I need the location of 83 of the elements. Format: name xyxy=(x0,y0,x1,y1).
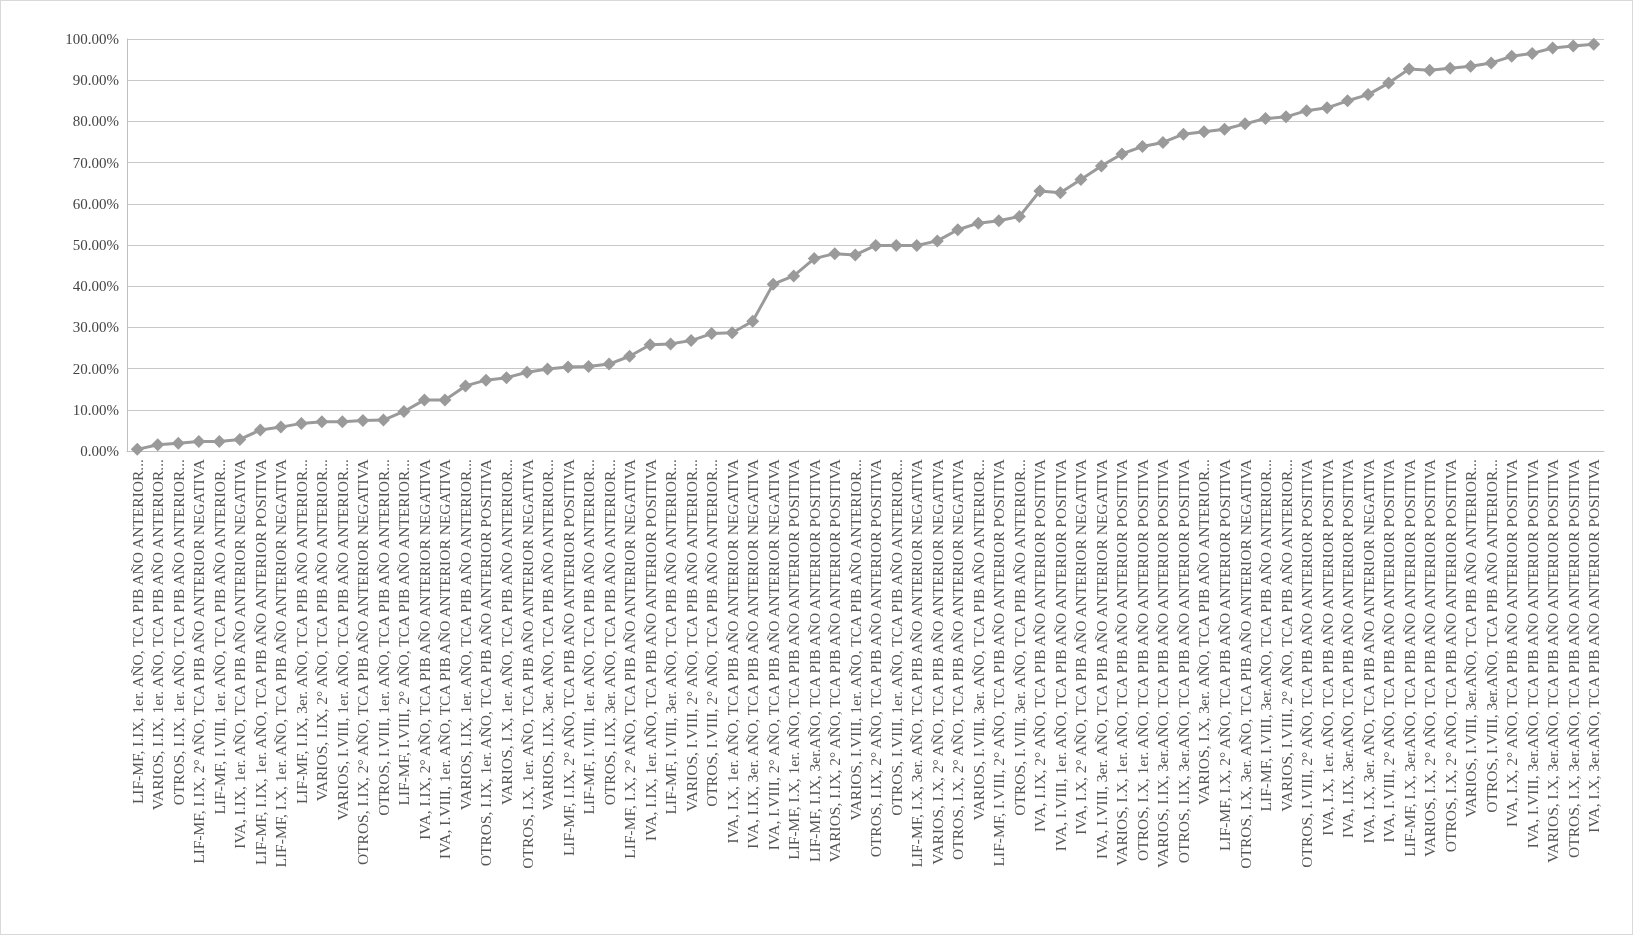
x-tick-label: IVA, I.IX, 3er.AÑO, TCA PIB AÑO ANTERIOR POSITIVA xyxy=(1339,458,1357,838)
x-tick-label: OTROS, I.X, 2° AÑO, TCA PIB AÑO ANTERIOR NEGATIVA xyxy=(949,458,967,860)
x-tick-label: OTROS, I.X, 2° AÑO, TCA PIB AÑO ANTERIOR POSITIVA xyxy=(1441,458,1459,853)
x-tick-label: VARIOS, I.IX, 2° AÑO, TCA PIB AÑO ANTERIOR... xyxy=(313,459,331,802)
x-tick-label: LIF-MF, I.VIII, 1er. AÑO, TCA PIB AÑO ANTERIOR... xyxy=(210,459,228,815)
x-tick-label: LIF-MF, I.VIII, 3er. AÑO, TCA PIB AÑO ANTERIOR... xyxy=(662,459,680,815)
x-tick-label: VARIOS, I.X, 1er. AÑO, TCA PIB AÑO ANTERIOR... xyxy=(498,459,516,806)
x-tick-label: VARIOS, I.X, 3er. AÑO, TCA PIB AÑO ANTERIOR... xyxy=(1195,459,1213,806)
x-tick-label: LIF-MF, I.VIII, 3er.AÑO, TCA PIB AÑO ANTERIOR... xyxy=(1257,459,1275,812)
x-tick-label: IVA, I.IX, 2° AÑO, TCA PIB AÑO ANTERIOR POSITIVA xyxy=(1031,458,1049,833)
x-tick-label: LIF-MF, I.X, 1er. AÑO, TCA PIB AÑO ANTERIOR NEGATIVA xyxy=(272,458,290,868)
y-tick-label: 20.00% xyxy=(72,360,119,377)
x-tick-label: OTROS, I.X, 1er. AÑO, TCA PIB AÑO ANTERIOR POSITIVA xyxy=(1133,458,1151,862)
x-tick-label: LIF-MF, I.IX, 3er. AÑO, TCA PIB AÑO ANTERIOR... xyxy=(292,459,310,805)
x-tick-label: VARIOS, I.VIII, 1er. AÑO, TCA PIB AÑO ANTERIOR... xyxy=(846,459,864,821)
x-tick-label: IVA, I.X, 1er. AÑO, TCA PIB AÑO ANTERIOR NEGATIVA xyxy=(723,458,741,844)
x-tick-label: VARIOS, I.X, 2° AÑO, TCA PIB AÑO ANTERIOR NEGATIVA xyxy=(928,458,946,865)
x-tick-label: LIF-MF, I.X, 2° AÑO, TCA PIB AÑO ANTERIOR NEGATIVA xyxy=(621,458,639,859)
x-tick-label: IVA, I.X, 2° AÑO, TCA PIB AÑO ANTERIOR POSITIVA xyxy=(1503,458,1521,827)
y-tick-label: 90.00% xyxy=(72,72,119,89)
x-tick-label: OTROS, I.IX, 2° AÑO, TCA PIB AÑO ANTERIOR POSITIVA xyxy=(867,458,885,858)
x-tick-label: VARIOS, I.VIII, 1er. AÑO, TCA PIB AÑO ANTERIOR... xyxy=(333,459,351,821)
x-tick-label: OTROS, I.IX, 3er. AÑO, TCA PIB AÑO ANTERIOR... xyxy=(600,459,618,806)
y-tick-label: 30.00% xyxy=(72,319,119,336)
x-tick-label: LIF-MF, I.VIII, 2° AÑO, TCA PIB AÑO ANTERIOR POSITIVA xyxy=(990,458,1008,867)
x-tick-label: IVA, I.IX, 1er. AÑO, TCA PIB AÑO ANTERIOR NEGATIVA xyxy=(231,458,249,849)
x-tick-label: VARIOS, I.VIII, 2° AÑO, TCA PIB AÑO ANTERIOR... xyxy=(1277,459,1295,812)
y-tick-label: 50.00% xyxy=(72,237,119,253)
x-tick-label: VARIOS, I.IX, 2° AÑO, TCA PIB AÑO ANTERIOR POSITIVA xyxy=(826,458,844,863)
x-tick-label: IVA, I.VIII, 3er.AÑO, TCA PIB AÑO ANTERIOR POSITIVA xyxy=(1523,458,1541,849)
x-tick-label: IVA, I.VIII, 1er. AÑO, TCA PIB AÑO ANTERIOR POSITIVA xyxy=(1051,458,1069,852)
y-tick-label: 0.00% xyxy=(80,443,119,459)
x-tick-label: LIF-MF, I.IX, 2° AÑO, TCA PIB AÑO ANTERIOR POSITIVA xyxy=(559,458,577,857)
x-tick-label: VARIOS, I.IX, 1er. AÑO, TCA PIB AÑO ANTERIOR... xyxy=(456,459,474,811)
x-tick-label: VARIOS, I.VIII, 3er. AÑO, TCA PIB AÑO ANTERIOR... xyxy=(969,459,987,821)
x-tick-label: OTROS, I.VIII, 1er. AÑO, TCA PIB AÑO ANTERIOR... xyxy=(887,459,905,816)
x-tick-label: VARIOS, I.IX, 3er. AÑO, TCA PIB AÑO ANTERIOR... xyxy=(539,459,557,811)
y-tick-label: 10.00% xyxy=(72,401,119,418)
x-tick-label: IVA, I.IX, 3er. AÑO, TCA PIB AÑO ANTERIOR NEGATIVA xyxy=(744,458,762,849)
x-tick-label: IVA, I.X, 1er. AÑO, TCA PIB AÑO ANTERIOR POSITIVA xyxy=(1318,458,1336,836)
x-tick-label: OTROS, I.IX, 1er. AÑO, TCA PIB AÑO ANTERIOR POSITIVA xyxy=(477,458,495,867)
x-tick-label: OTROS, I.VIII, 1er. AÑO, TCA PIB AÑO ANTERIOR... xyxy=(374,459,392,816)
x-tick-label: OTROS, I.IX, 3er.AÑO, TCA PIB AÑO ANTERIOR POSITIVA xyxy=(1174,458,1192,864)
x-tick-label: VARIOS, I.VIII, 3er.AÑO, TCA PIB AÑO ANTERIOR... xyxy=(1462,459,1480,818)
y-tick-label: 70.00% xyxy=(72,154,119,171)
x-tick-label: IVA, I.VIII, 2° AÑO, TCA PIB AÑO ANTERIOR POSITIVA xyxy=(1380,458,1398,843)
x-tick-label: LIF-MF, I.IX, 1er. AÑO, TCA PIB AÑO ANTERIOR... xyxy=(128,459,146,805)
x-tick-label: OTROS, I.X, 3er.AÑO, TCA PIB AÑO ANTERIOR POSITIVA xyxy=(1564,458,1582,859)
y-tick-label: 40.00% xyxy=(72,278,119,295)
x-tick-label: LIF-MF, I.X, 2° AÑO, TCA PIB AÑO ANTERIOR POSITIVA xyxy=(1215,458,1233,851)
x-tick-label: VARIOS, I.X, 2° AÑO, TCA PIB AÑO ANTERIOR POSITIVA xyxy=(1421,458,1439,858)
x-tick-label: LIF-MF, I.VIII, 1er. AÑO, TCA PIB AÑO ANTERIOR... xyxy=(580,459,598,815)
x-tick-label: VARIOS, I.VIII, 2° AÑO, TCA PIB AÑO ANTERIOR... xyxy=(682,459,700,812)
x-tick-label: LIF-MF, I.X, 3er. AÑO, TCA PIB AÑO ANTERIOR NEGATIVA xyxy=(908,458,926,868)
y-tick-label: 80.00% xyxy=(72,113,119,130)
x-tick-label: OTROS, I.X, 1er. AÑO, TCA PIB AÑO ANTERIOR NEGATIVA xyxy=(518,458,536,869)
x-tick-label: VARIOS, I.IX, 3er.AÑO, TCA PIB AÑO ANTERIOR POSITIVA xyxy=(1154,458,1172,869)
x-tick-label: VARIOS, I.X, 1er. AÑO, TCA PIB AÑO ANTERIOR POSITIVA xyxy=(1113,458,1131,866)
x-tick-label: IVA, I.VIII, 2° AÑO, TCA PIB AÑO ANTERIOR NEGATIVA xyxy=(764,458,782,851)
x-tick-label: LIF-MF, I.X, 3er.AÑO, TCA PIB AÑO ANTERIOR POSITIVA xyxy=(1400,458,1418,857)
x-tick-label: IVA, I.IX, 1er. AÑO, TCA PIB AÑO ANTERIOR POSITIVA xyxy=(641,458,659,841)
x-tick-label: OTROS, I.IX, 1er. AÑO, TCA PIB AÑO ANTERIOR... xyxy=(169,459,187,806)
x-tick-label: OTROS, I.VIII, 3er. AÑO, TCA PIB AÑO ANTERIOR... xyxy=(1010,459,1028,816)
x-tick-label: VARIOS, I.IX, 1er. AÑO, TCA PIB AÑO ANTERIOR... xyxy=(149,459,167,811)
x-tick-label: IVA, I.X, 3er.AÑO, TCA PIB AÑO ANTERIOR POSITIVA xyxy=(1585,458,1603,833)
x-tick-label: OTROS, I.IX, 2° AÑO, TCA PIB AÑO ANTERIOR NEGATIVA xyxy=(354,458,372,866)
x-tick-label: OTROS, I.VIII, 2° AÑO, TCA PIB AÑO ANTERIOR POSITIVA xyxy=(1298,458,1316,868)
x-tick-label: IVA, I.VIII, 3er. AÑO, TCA PIB AÑO ANTERIOR NEGATIVA xyxy=(1092,458,1110,859)
x-tick-label: VARIOS, I.X, 3er.AÑO, TCA PIB AÑO ANTERIOR POSITIVA xyxy=(1544,458,1562,863)
x-tick-label: OTROS, I.VIII, 3er.AÑO, TCA PIB AÑO ANTERIOR... xyxy=(1482,459,1500,813)
x-tick-label: LIF-MF, I.X, 1er. AÑO, TCA PIB AÑO ANTERIOR POSITIVA xyxy=(785,458,803,860)
x-tick-label: LIF-MF, I.IX, 2° AÑO, TCA PIB AÑO ANTERIOR NEGATIVA xyxy=(190,458,208,864)
x-tick-label: LIF-MF, I.IX, 1er. AÑO, TCA PIB AÑO ANTERIOR POSITIVA xyxy=(251,458,269,865)
x-tick-label: IVA, I.X, 3er. AÑO, TCA PIB AÑO ANTERIOR NEGATIVA xyxy=(1359,458,1377,844)
x-tick-label: IVA, I.X, 2° AÑO, TCA PIB AÑO ANTERIOR NEGATIVA xyxy=(1072,458,1090,835)
y-tick-label: 100.00% xyxy=(65,31,119,47)
x-tick-label: OTROS, I.VIII, 2° AÑO, TCA PIB AÑO ANTERIOR... xyxy=(703,459,721,807)
x-tick-label: LIF-MF, I.VIII, 2° AÑO, TCA PIB AÑO ANTERIOR... xyxy=(395,459,413,806)
x-tick-label: IVA, I.VIII, 1er. AÑO, TCA PIB AÑO ANTERIOR NEGATIVA xyxy=(436,458,454,859)
x-tick-label: LIF-MF, I.IX, 3er.AÑO, TCA PIB AÑO ANTERIOR POSITIVA xyxy=(805,458,823,862)
y-tick-label: 60.00% xyxy=(72,195,119,212)
x-tick-label: OTROS, I.X, 3er. AÑO, TCA PIB AÑO ANTERIOR NEGATIVA xyxy=(1236,458,1254,869)
x-tick-label: IVA, I.IX, 2° AÑO, TCA PIB AÑO ANTERIOR NEGATIVA xyxy=(415,458,433,840)
